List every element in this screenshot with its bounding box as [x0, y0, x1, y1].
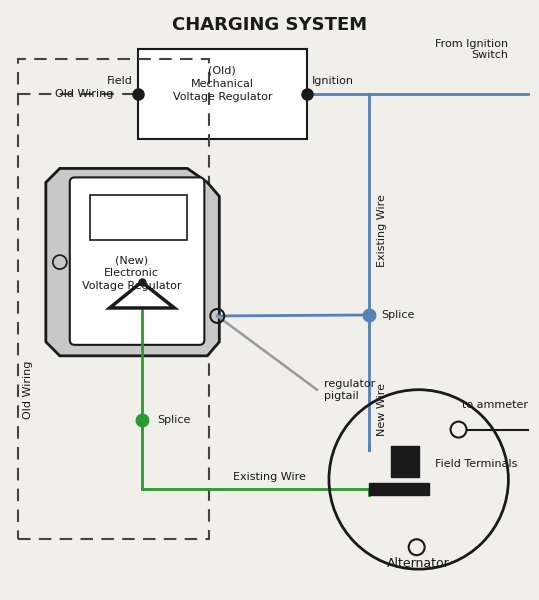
Text: Old Wiring: Old Wiring [55, 89, 113, 98]
Bar [89, 196, 188, 240]
Bar [18, 59, 209, 539]
Text: Field Terminals: Field Terminals [434, 460, 517, 469]
Text: Mechanical: Mechanical [191, 79, 254, 89]
Bar [369, 484, 429, 496]
Bar [391, 446, 419, 478]
Text: Voltage Regulator: Voltage Regulator [172, 92, 272, 101]
FancyBboxPatch shape [70, 178, 204, 345]
Text: Voltage Regulator: Voltage Regulator [82, 281, 181, 291]
Text: Ignition: Ignition [312, 76, 354, 86]
Text: Alternator: Alternator [388, 557, 450, 570]
Polygon shape [46, 169, 219, 356]
Text: New Wire: New Wire [377, 383, 387, 436]
Text: regulator
pigtail: regulator pigtail [324, 379, 375, 401]
Text: CHARGING SYSTEM: CHARGING SYSTEM [171, 16, 367, 34]
Text: Existing Wire: Existing Wire [377, 194, 387, 266]
Text: (Old): (Old) [209, 66, 236, 76]
Text: Field: Field [107, 76, 133, 86]
Text: to ammeter: to ammeter [462, 400, 528, 410]
Text: Existing Wire: Existing Wire [233, 472, 306, 482]
Text: Electronic: Electronic [104, 268, 159, 278]
Bar [137, 49, 307, 139]
Text: Splice: Splice [157, 415, 191, 425]
Text: Old Wiring: Old Wiring [23, 361, 33, 419]
Text: (New): (New) [115, 255, 148, 265]
Text: Splice: Splice [381, 310, 414, 320]
Text: From Ignition
Switch: From Ignition Switch [436, 39, 508, 61]
